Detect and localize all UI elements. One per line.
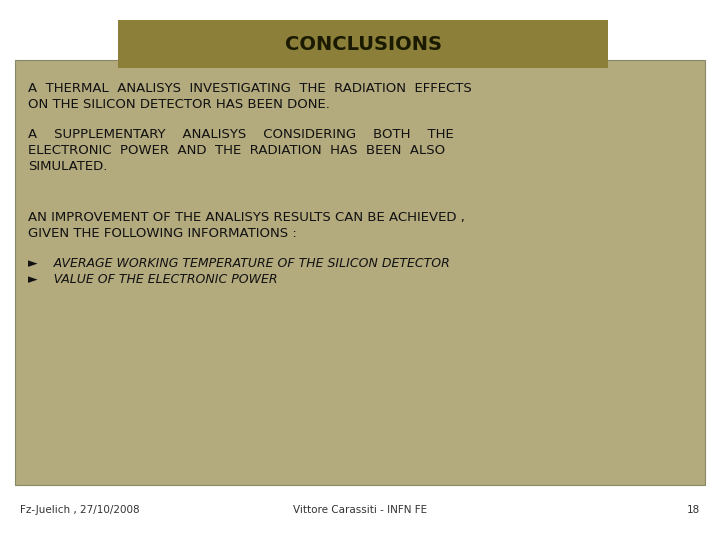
Text: AN IMPROVEMENT OF THE ANALISYS RESULTS CAN BE ACHIEVED ,: AN IMPROVEMENT OF THE ANALISYS RESULTS C…: [28, 211, 465, 224]
Text: SIMULATED.: SIMULATED.: [28, 160, 107, 173]
Text: A  THERMAL  ANALISYS  INVESTIGATING  THE  RADIATION  EFFECTS: A THERMAL ANALISYS INVESTIGATING THE RAD…: [28, 82, 472, 95]
Text: GIVEN THE FOLLOWING INFORMATIONS :: GIVEN THE FOLLOWING INFORMATIONS :: [28, 227, 297, 240]
Bar: [118, 20, 608, 68]
Text: CONCLUSIONS: CONCLUSIONS: [284, 35, 441, 53]
Bar: [15, 60, 705, 485]
Text: ON THE SILICON DETECTOR HAS BEEN DONE.: ON THE SILICON DETECTOR HAS BEEN DONE.: [28, 98, 330, 111]
Text: Fz-Juelich , 27/10/2008: Fz-Juelich , 27/10/2008: [20, 505, 140, 515]
Text: 18: 18: [687, 505, 700, 515]
Text: Vittore Carassiti - INFN FE: Vittore Carassiti - INFN FE: [293, 505, 427, 515]
Text: ELECTRONIC  POWER  AND  THE  RADIATION  HAS  BEEN  ALSO: ELECTRONIC POWER AND THE RADIATION HAS B…: [28, 144, 445, 157]
Text: A    SUPPLEMENTARY    ANALISYS    CONSIDERING    BOTH    THE: A SUPPLEMENTARY ANALISYS CONSIDERING BOT…: [28, 128, 454, 141]
Text: ►    VALUE OF THE ELECTRONIC POWER: ► VALUE OF THE ELECTRONIC POWER: [28, 273, 277, 286]
Text: ►    AVERAGE WORKING TEMPERATURE OF THE SILICON DETECTOR: ► AVERAGE WORKING TEMPERATURE OF THE SIL…: [28, 257, 450, 270]
